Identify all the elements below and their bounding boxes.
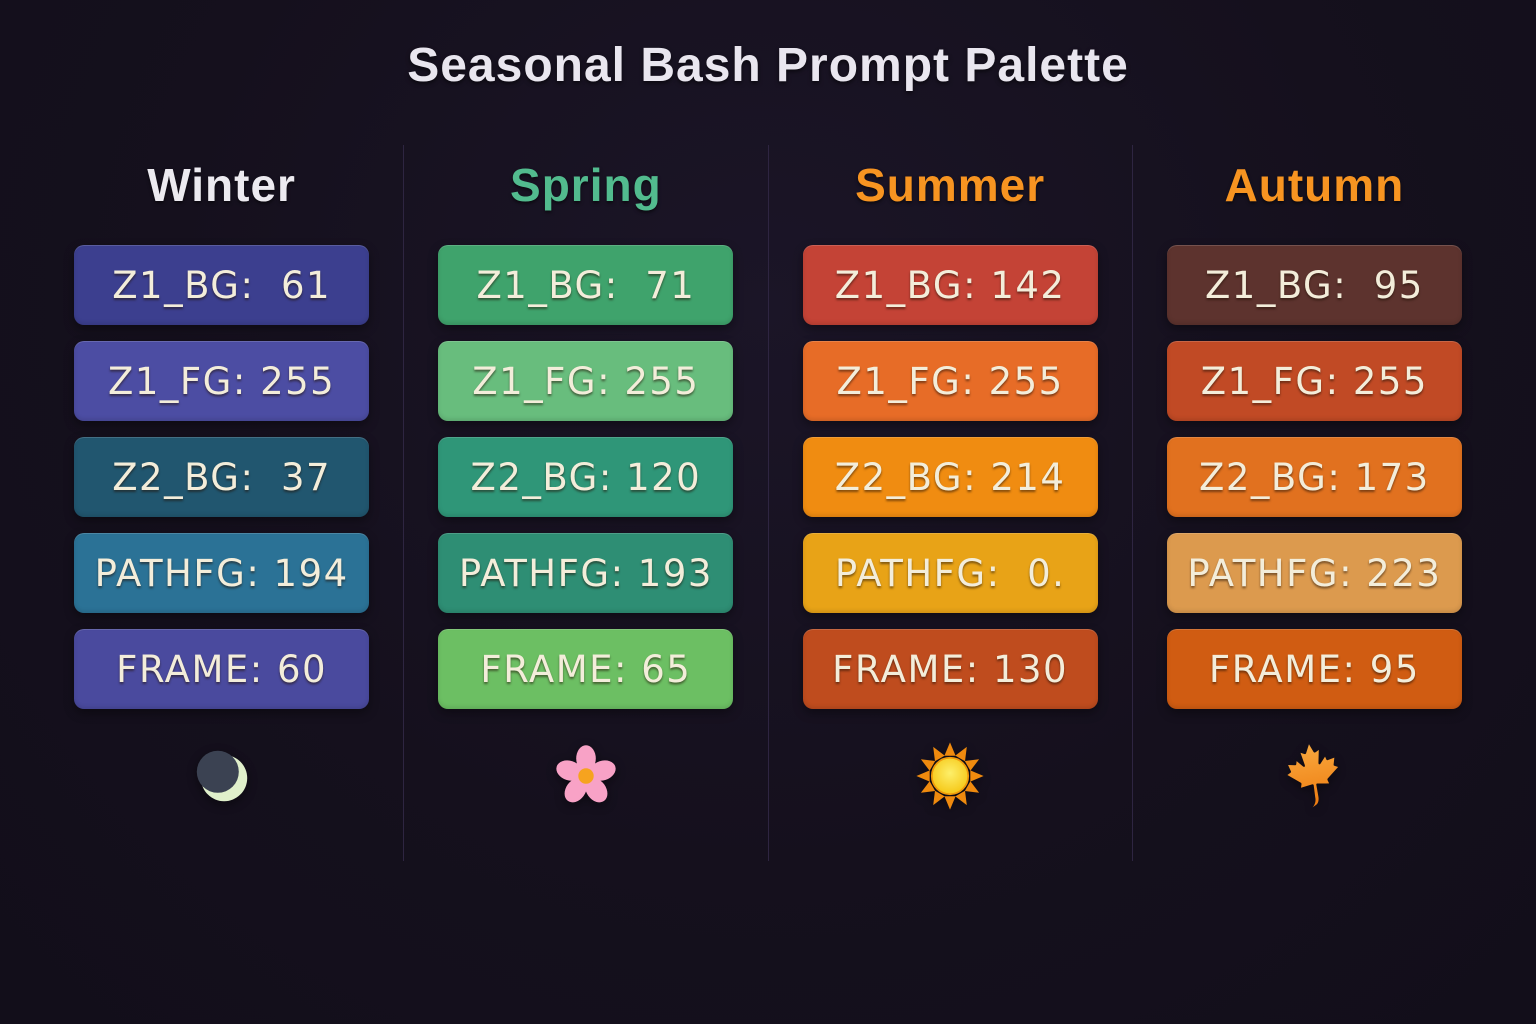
palette-chip-pathfg: PATHFG: 194 [74,533,370,613]
season-column-summer: Summer Z1_BG: 142 Z1_FG: 255 Z2_BG: 214 PATH… [767,145,1132,861]
season-header: Winter [147,159,296,211]
cherry-blossom-icon [404,741,767,811]
chip-text: FRAME: 65 [480,647,692,691]
palette-chip-z1_fg: Z1_FG: 255 [74,341,370,421]
chip-text: PATHFG: 194 [94,551,349,595]
chip-text: PATHFG: 193 [458,551,713,595]
chip-text: Z1_BG: 142 [834,263,1066,307]
palette-chip-pathfg: PATHFG: 223 [1166,533,1462,613]
palette-chip-z1_bg: Z1_BG: 142 [802,245,1098,325]
season-column-winter: Winter Z1_BG: 61 Z1_FG: 255 Z2_BG: 37 PATHFG… [40,145,403,861]
palette-chip-z2_bg: Z2_BG: 37 [74,437,370,517]
chip-text: Z1_BG: 61 [112,263,332,307]
chip-text: Z1_FG: 255 [1200,359,1428,403]
chip-text: FRAME: 130 [832,647,1069,691]
chip-text: PATHFG: 223 [1187,551,1442,595]
palette-chip-pathfg: PATHFG: 0. [802,533,1098,613]
palette-chip-frame: FRAME: 60 [74,629,370,709]
chip-text: Z1_FG: 255 [108,359,336,403]
sun-icon [769,741,1132,811]
chip-text: Z2_BG: 214 [834,455,1066,499]
palette-chip-list: Z1_BG: 71 Z1_FG: 255 Z2_BG: 120 PATHFG: 193… [438,245,734,709]
palette-chip-list: Z1_BG: 61 Z1_FG: 255 Z2_BG: 37 PATHFG: 194 F… [74,245,370,709]
maple-leaf-icon [1133,741,1496,811]
palette-chip-frame: FRAME: 65 [438,629,734,709]
season-columns: Winter Z1_BG: 61 Z1_FG: 255 Z2_BG: 37 PATHFG… [40,145,1496,861]
season-header: Spring [510,159,662,211]
palette-chip-pathfg: PATHFG: 193 [438,533,734,613]
chip-text: Z1_FG: 255 [472,359,700,403]
chip-text: Z1_BG: 71 [476,263,696,307]
chip-text: Z2_BG: 173 [1199,455,1430,499]
palette-chip-z1_bg: Z1_BG: 71 [438,245,734,325]
season-header: Autumn [1224,159,1405,211]
chip-text: FRAME: 95 [1208,647,1420,691]
palette-chip-z1_bg: Z1_BG: 95 [1166,245,1462,325]
palette-chip-z1_fg: Z1_FG: 255 [1166,341,1462,421]
chip-text: Z2_BG: 37 [112,455,332,499]
season-header: Summer [855,159,1046,211]
page-title: Seasonal Bash Prompt Palette [407,39,1129,92]
chip-text: Z2_BG: 120 [470,455,702,499]
chip-text: FRAME: 60 [116,647,328,691]
palette-chip-list: Z1_BG: 142 Z1_FG: 255 Z2_BG: 214 PATHFG: 0.… [802,245,1098,709]
palette-chip-z2_bg: Z2_BG: 173 [1166,437,1462,517]
season-column-spring: Spring Z1_BG: 71 Z1_FG: 255 Z2_BG: 120 PATHF… [403,145,767,861]
palette-chip-z1_fg: Z1_FG: 255 [802,341,1098,421]
season-column-autumn: Autumn Z1_BG: 95 Z1_FG: 255 Z2_BG: 173 PATHF… [1131,145,1496,861]
moon-icon [40,741,403,811]
chip-text: PATHFG: 0. [834,551,1066,595]
palette-chip-z2_bg: Z2_BG: 214 [802,437,1098,517]
chip-text: Z1_BG: 95 [1204,263,1424,307]
chip-text: Z1_FG: 255 [836,359,1064,403]
palette-chip-z1_fg: Z1_FG: 255 [438,341,734,421]
palette-chip-frame: FRAME: 130 [802,629,1098,709]
palette-chip-z1_bg: Z1_BG: 61 [74,245,370,325]
palette-chip-z2_bg: Z2_BG: 120 [438,437,734,517]
palette-chip-frame: FRAME: 95 [1166,629,1462,709]
palette-chip-list: Z1_BG: 95 Z1_FG: 255 Z2_BG: 173 PATHFG: 223… [1166,245,1462,709]
